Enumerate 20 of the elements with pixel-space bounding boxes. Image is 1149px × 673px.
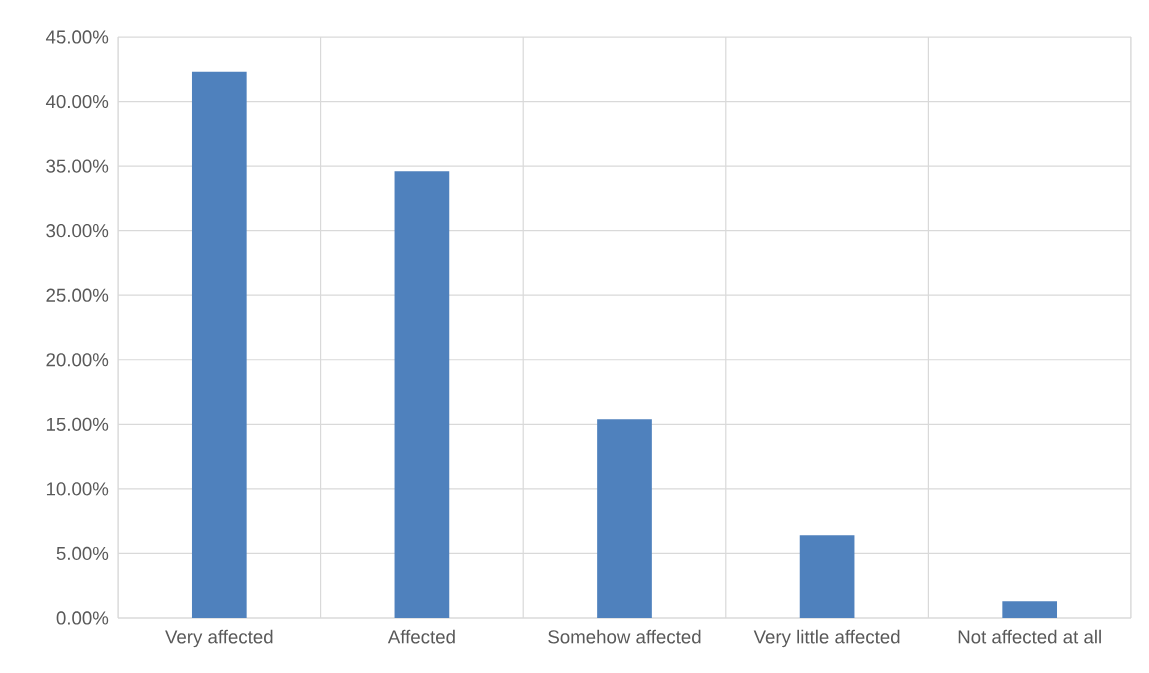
- y-tick-label: 5.00%: [56, 546, 109, 561]
- y-tick-label: 35.00%: [46, 159, 109, 173]
- y-tick-label: 10.00%: [46, 482, 109, 496]
- y-tick-label: 25.00%: [46, 288, 109, 302]
- x-tick-label: Very little affected: [753, 629, 900, 648]
- y-tick-label: 30.00%: [46, 224, 109, 238]
- y-tick-label: 20.00%: [46, 353, 109, 367]
- y-tick-label: 40.00%: [45, 94, 109, 109]
- y-tick-label: 0.00%: [56, 611, 109, 625]
- bar: [799, 535, 855, 618]
- y-tick-label: 15.00%: [46, 417, 109, 431]
- bar: [191, 71, 247, 618]
- x-tick-label: Not affected at all: [958, 629, 1101, 644]
- x-tick-label: Very affected: [165, 629, 273, 648]
- y-tick-label: 45.00%: [45, 30, 109, 44]
- x-tick-label: Somehow affected: [548, 629, 701, 644]
- bar: [1002, 601, 1058, 618]
- bar: [394, 171, 450, 618]
- x-tick-label: Affected: [387, 629, 455, 644]
- bar: [597, 419, 652, 618]
